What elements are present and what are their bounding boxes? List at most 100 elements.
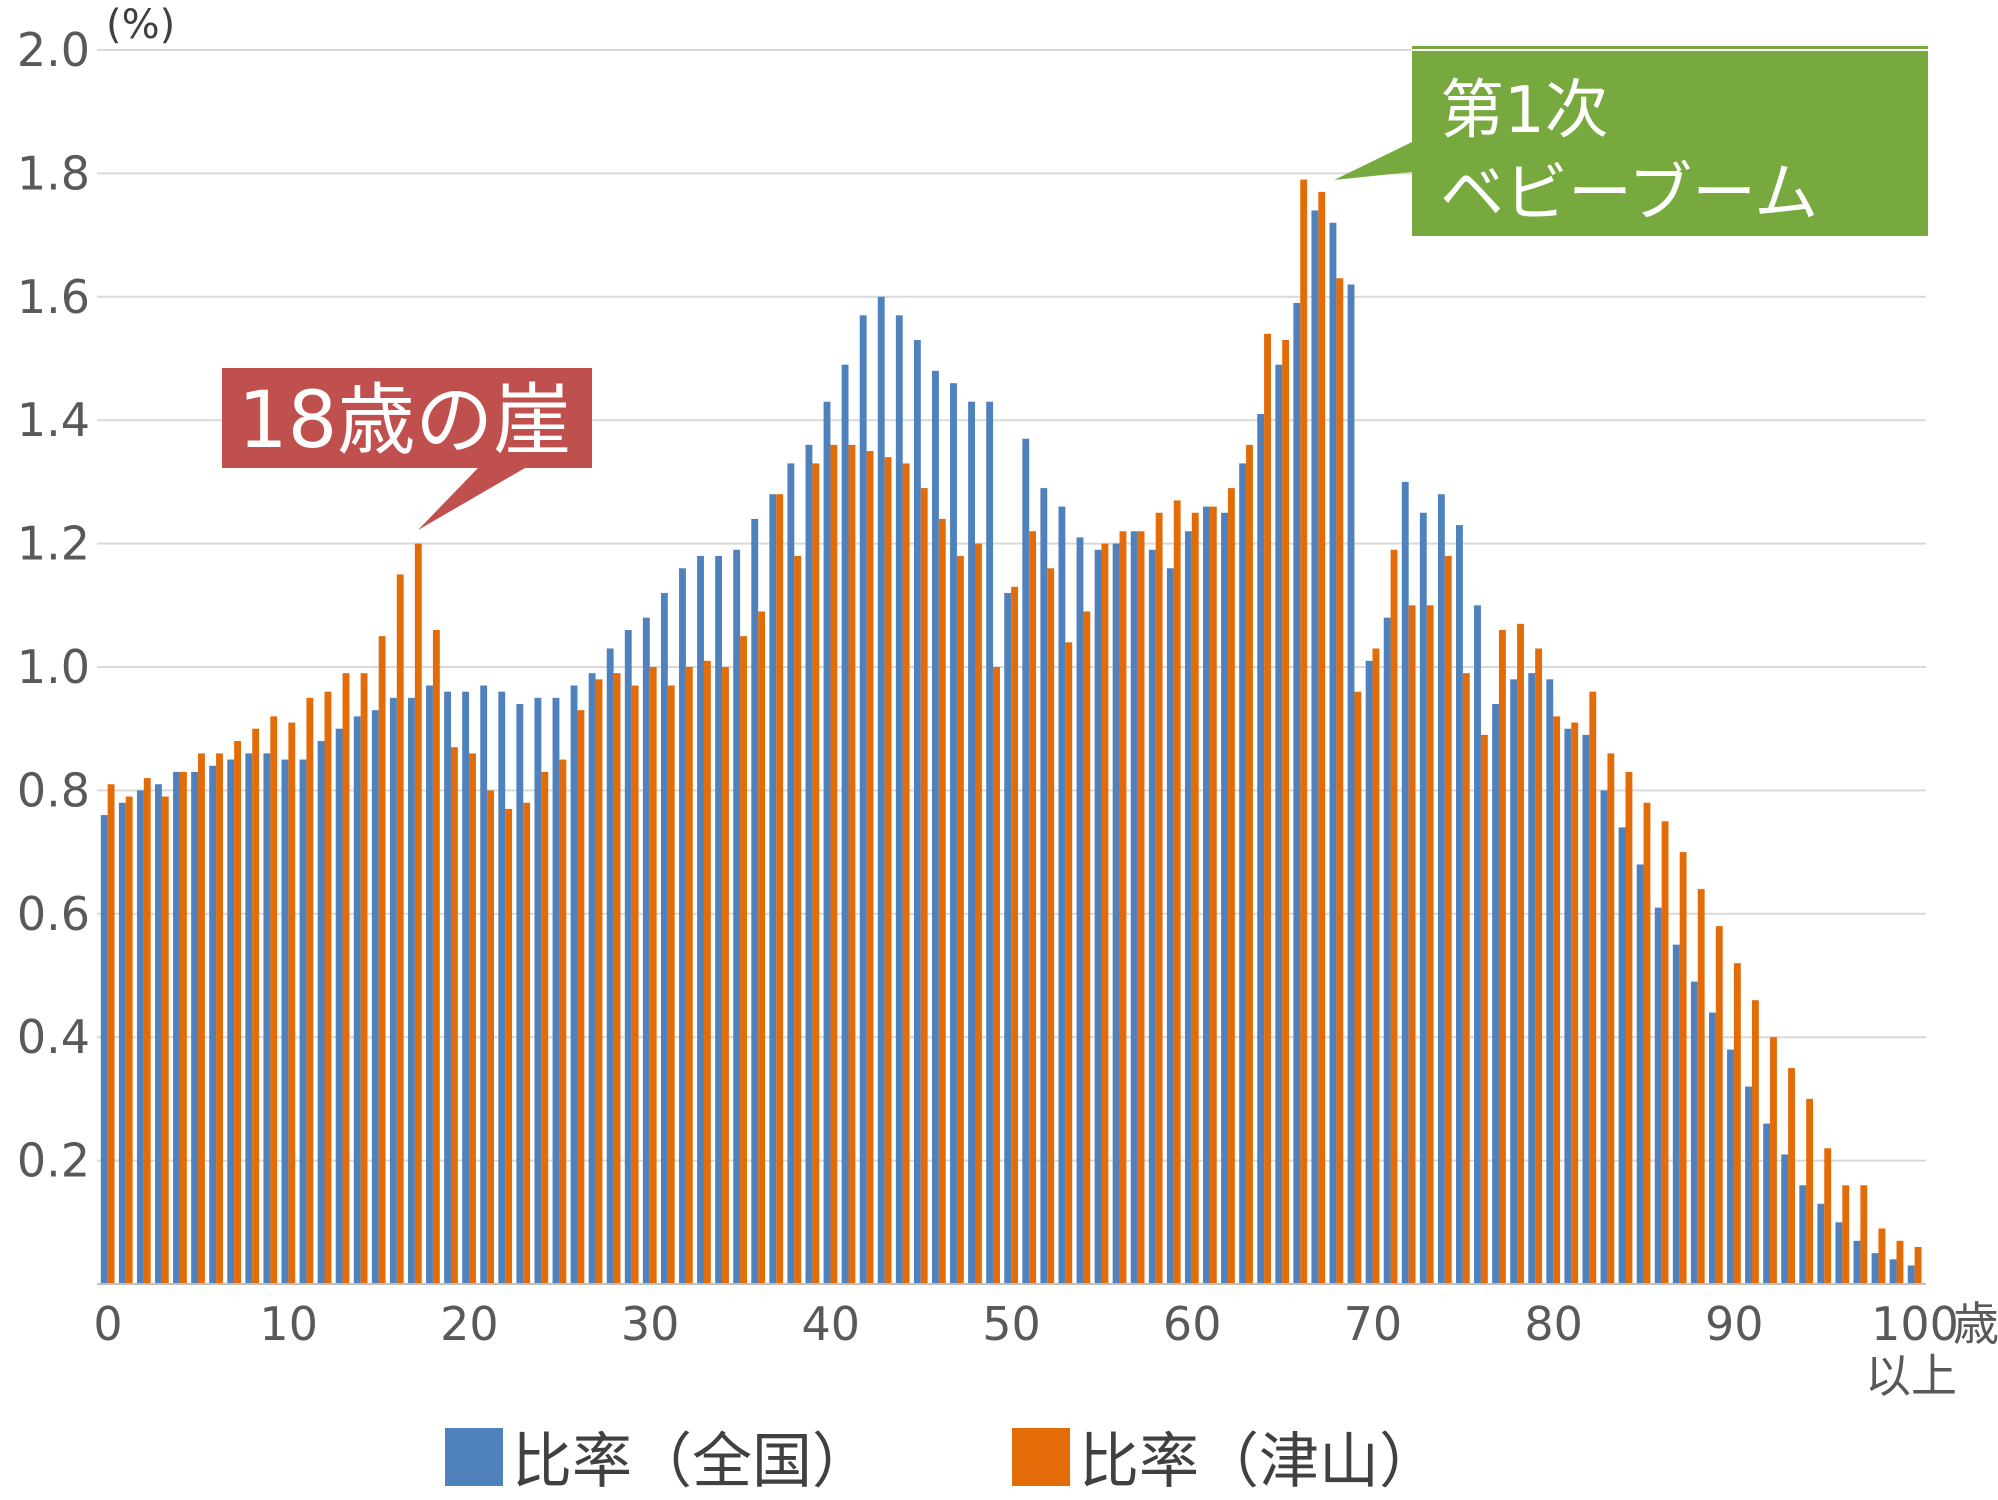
bar-tsuyama xyxy=(324,691,332,1284)
bar-tsuyama xyxy=(396,574,404,1284)
bar-tsuyama xyxy=(179,771,187,1284)
x-tick-label: 0 xyxy=(93,1297,122,1351)
bar-national xyxy=(660,592,668,1284)
bar-national xyxy=(606,648,614,1284)
bar-national xyxy=(1166,568,1174,1284)
bar-tsuyama xyxy=(1336,278,1344,1284)
bar-national xyxy=(1401,481,1409,1284)
bar-national xyxy=(1040,488,1048,1284)
bar-tsuyama xyxy=(740,636,747,1284)
bar-tsuyama xyxy=(107,784,115,1284)
bar-national xyxy=(1546,679,1554,1284)
bar-tsuyama xyxy=(1896,1240,1904,1284)
bar-national xyxy=(100,815,108,1284)
bar-tsuyama xyxy=(1191,512,1199,1284)
bar-tsuyama xyxy=(1318,191,1326,1284)
bar-national xyxy=(426,685,433,1284)
bar-tsuyama xyxy=(1444,555,1452,1284)
bar-tsuyama xyxy=(1282,339,1290,1284)
bar-tsuyama xyxy=(956,555,964,1284)
y-unit-label: (%) xyxy=(106,2,175,48)
bar-tsuyama xyxy=(541,771,549,1284)
bar-tsuyama xyxy=(758,611,766,1284)
bar-tsuyama xyxy=(1119,531,1127,1284)
bar-national xyxy=(1690,981,1698,1284)
bar-tsuyama xyxy=(1354,691,1362,1284)
bar-national xyxy=(371,710,379,1284)
bar-national xyxy=(1672,944,1680,1284)
bar-tsuyama xyxy=(306,697,314,1284)
x-tick-label: 50 xyxy=(982,1297,1041,1351)
bar-national xyxy=(534,697,542,1284)
bar-national xyxy=(624,629,632,1284)
bar-tsuyama xyxy=(1788,1068,1795,1284)
bar-tsuyama xyxy=(1426,605,1434,1284)
callout-baby-boom-line2: ベビーブーム xyxy=(1440,157,1818,231)
bar-national xyxy=(1365,660,1373,1284)
bar-national xyxy=(245,753,253,1284)
y-tick-label: 1.4 xyxy=(17,393,90,447)
bar-tsuyama xyxy=(559,759,567,1284)
bar-tsuyama xyxy=(866,451,874,1284)
bar-national xyxy=(1419,512,1427,1284)
y-tick-label: 0.2 xyxy=(17,1134,90,1188)
y-tick-label: 1.0 xyxy=(17,640,90,694)
bar-national xyxy=(1239,463,1247,1284)
bar-national xyxy=(1618,827,1626,1284)
bar-tsuyama xyxy=(1589,691,1597,1284)
bar-tsuyama xyxy=(469,753,476,1284)
bar-tsuyama xyxy=(1878,1228,1886,1284)
bar-national xyxy=(805,444,813,1284)
x-tick-label: 90 xyxy=(1705,1297,1764,1351)
bar-tsuyama xyxy=(577,710,585,1284)
bar-tsuyama xyxy=(450,747,458,1284)
legend-swatch-national xyxy=(445,1428,503,1486)
bar-national xyxy=(1745,1086,1752,1284)
bar-tsuyama xyxy=(812,463,820,1284)
y-axis-ticks: 0.2 0.4 0.6 0.8 1.0 1.2 1.4 1.6 1.8 2.0 xyxy=(17,23,90,1188)
bar-tsuyama xyxy=(216,753,223,1284)
legend: 比率（全国） 比率（津山） xyxy=(445,1427,1439,1497)
bar-tsuyama xyxy=(1860,1185,1868,1284)
x-tick-label: 10 xyxy=(259,1297,318,1351)
bar-tsuyama xyxy=(1517,623,1524,1284)
bar-national xyxy=(1510,679,1518,1284)
bar-national xyxy=(155,784,162,1284)
bar-national xyxy=(407,697,415,1284)
bar-national xyxy=(1636,864,1644,1284)
bar-national xyxy=(1871,1253,1879,1284)
bar-tsuyama xyxy=(1372,648,1380,1284)
bar-tsuyama xyxy=(1679,852,1687,1284)
bar-tsuyama xyxy=(993,667,1000,1284)
bar-national xyxy=(191,771,199,1284)
bar-national xyxy=(335,728,343,1284)
bar-national xyxy=(642,617,650,1284)
bar-tsuyama xyxy=(685,667,693,1284)
bar-national xyxy=(733,549,741,1284)
bar-tsuyama xyxy=(1155,512,1163,1284)
bar-tsuyama xyxy=(505,808,513,1284)
bar-national xyxy=(444,691,451,1284)
bar-national xyxy=(552,697,560,1284)
x-tick-label: 60 xyxy=(1163,1297,1222,1351)
bar-national xyxy=(389,697,397,1284)
x-tick-label: 40 xyxy=(802,1297,861,1351)
bar-tsuyama xyxy=(523,802,531,1284)
bar-tsuyama xyxy=(378,636,386,1284)
bar-tsuyama xyxy=(703,660,711,1284)
bar-national xyxy=(1257,414,1265,1284)
bar-national xyxy=(932,370,939,1285)
bar-tsuyama xyxy=(1011,586,1019,1284)
bar-tsuyama xyxy=(1751,1000,1759,1284)
bar-tsuyama xyxy=(198,753,205,1284)
bar-national xyxy=(841,364,849,1284)
bar-national xyxy=(986,401,994,1284)
bar-tsuyama xyxy=(1083,611,1091,1284)
bar-tsuyama xyxy=(667,685,675,1284)
bar-national xyxy=(715,555,723,1284)
bar-tsuyama xyxy=(1246,444,1253,1284)
bar-tsuyama xyxy=(1806,1098,1814,1284)
bar-national xyxy=(1492,704,1500,1284)
bar-national xyxy=(1474,605,1481,1284)
